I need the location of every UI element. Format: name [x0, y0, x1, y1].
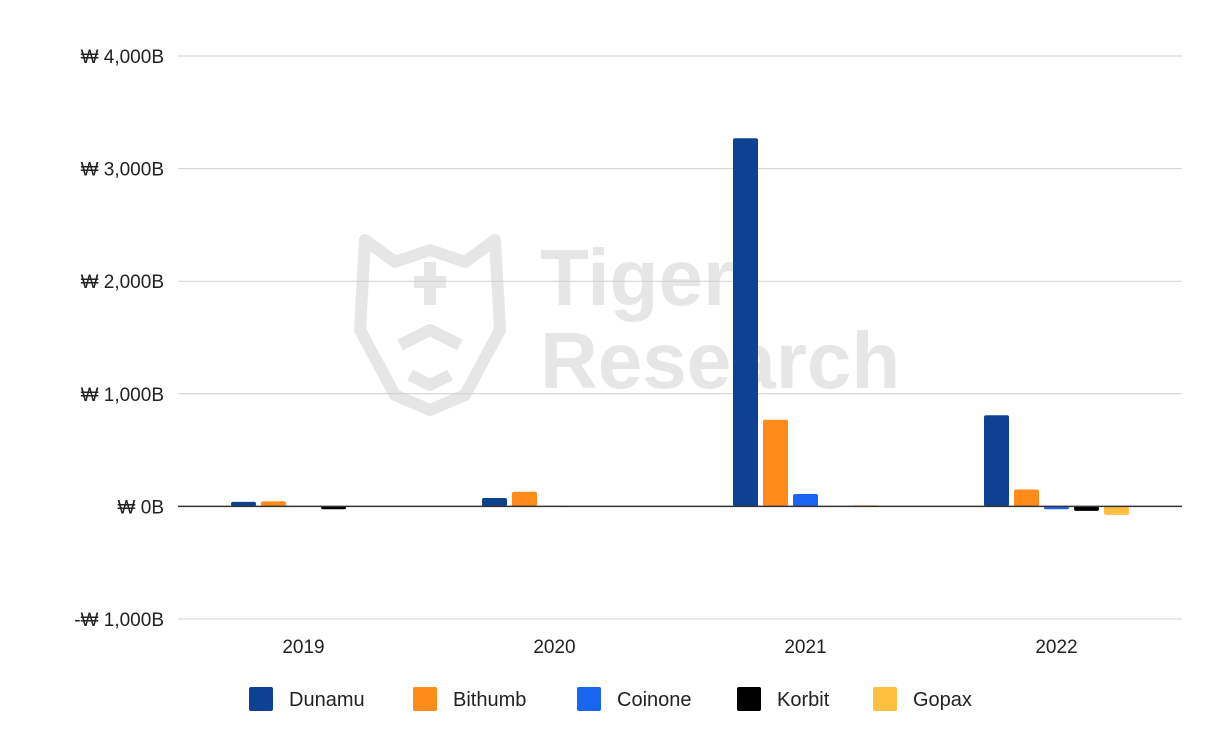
legend-swatch: [249, 687, 273, 711]
bars: [231, 138, 1129, 515]
bar-coinone-2021: [793, 494, 818, 507]
legend-label: Coinone: [617, 689, 692, 711]
legend-swatch: [737, 687, 761, 711]
y-tick-label: ₩ 0B: [118, 497, 164, 518]
bar-dunamu-2020: [482, 497, 507, 507]
bar-bithumb-2022: [1014, 489, 1039, 507]
tiger-logo: [354, 234, 506, 416]
legend-item-korbit: Korbit: [737, 687, 830, 711]
watermark-line2: Research: [540, 316, 900, 405]
y-tick-label: ₩ 1,000B: [81, 385, 164, 406]
y-tick-label: ₩ 4,000B: [81, 47, 164, 68]
bar-dunamu-2019: [231, 501, 256, 507]
bar-dunamu-2021: [733, 138, 758, 507]
watermark-line1: Tiger: [540, 233, 734, 322]
legend-item-dunamu: Dunamu: [249, 687, 365, 711]
legend-swatch: [873, 687, 897, 711]
bar-bithumb-2020: [512, 491, 537, 507]
y-tick-label: ₩ 3,000B: [81, 160, 164, 181]
legend-swatch: [413, 687, 437, 711]
legend-label: Bithumb: [453, 689, 526, 711]
watermark: Tiger Research: [354, 233, 900, 416]
x-tick-label: 2020: [533, 637, 575, 658]
y-tick-label: -₩ 1,000B: [74, 610, 164, 631]
x-tick-label: 2021: [784, 637, 826, 658]
bar-bithumb-2019: [261, 501, 286, 507]
y-axis-ticks: -₩ 1,000B ₩ 0B ₩ 1,000B ₩ 2,000B ₩ 3,000B ₩ 4…: [74, 47, 164, 631]
legend-item-coinone: Coinone: [577, 687, 692, 711]
legend-swatch: [577, 687, 601, 711]
x-tick-label: 2022: [1035, 637, 1077, 658]
bar-korbit-2022: [1074, 506, 1099, 511]
bar-gopax-2022: [1104, 506, 1129, 515]
x-tick-label: 2019: [282, 637, 324, 658]
legend-label: Gopax: [913, 689, 972, 711]
y-tick-label: ₩ 2,000B: [81, 272, 164, 293]
x-axis-ticks: 2019 2020 2021 2022: [282, 637, 1077, 658]
legend: Dunamu Bithumb Coinone Korbit Gopax: [249, 687, 972, 711]
legend-item-bithumb: Bithumb: [413, 687, 526, 711]
bar-dunamu-2022: [984, 415, 1009, 507]
legend-label: Dunamu: [289, 689, 365, 711]
legend-item-gopax: Gopax: [873, 687, 972, 711]
grid-lines: [178, 55, 1182, 620]
legend-label: Korbit: [777, 689, 830, 711]
bar-bithumb-2021: [763, 419, 788, 507]
